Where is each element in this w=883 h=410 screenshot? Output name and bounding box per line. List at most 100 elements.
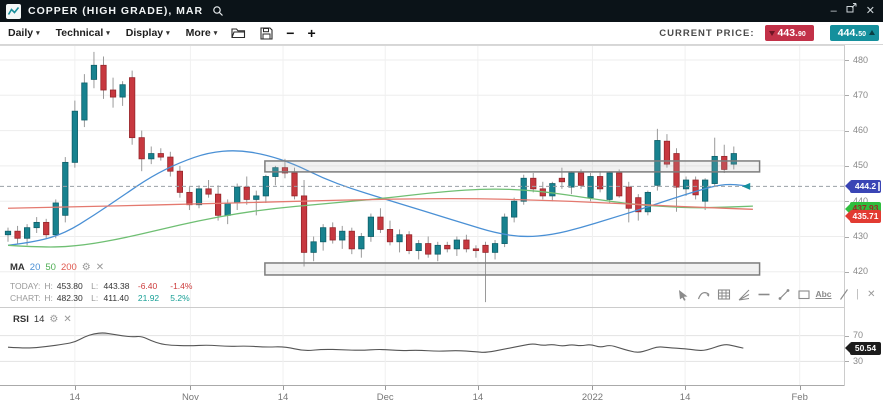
chart-low-value: 411.40: [103, 293, 129, 303]
current-price-label: CURRENT PRICE:: [659, 27, 755, 39]
drawn-rectangle: [264, 160, 761, 173]
ma-close-icon[interactable]: ✕: [95, 262, 105, 273]
trend-line-tool-icon[interactable]: [776, 287, 791, 302]
ma-period-50: 50: [45, 262, 56, 273]
pointer-tool-icon[interactable]: [676, 287, 691, 302]
rectangle-tool-icon[interactable]: [796, 287, 811, 302]
chevron-down-icon: ▾: [106, 30, 110, 37]
tag-accent: [878, 181, 880, 191]
folder-icon: [231, 28, 246, 39]
price-decimals: 50: [858, 31, 866, 38]
search-icon[interactable]: [212, 5, 224, 17]
y-axis-tick: [845, 271, 849, 273]
menu-display-label: Display: [125, 27, 164, 39]
chart-label: CHART:: [10, 293, 41, 303]
restore-button[interactable]: [846, 0, 857, 22]
y-axis-label: 450: [853, 160, 869, 171]
fan-lines-tool-icon[interactable]: [736, 287, 751, 302]
x-axis-tick: [685, 386, 687, 390]
grid-tool-icon[interactable]: [716, 287, 731, 302]
menu-more-label: More: [185, 27, 211, 39]
y-axis-label: 470: [853, 89, 869, 100]
drawing-toolbar-close-icon[interactable]: ✕: [867, 288, 876, 300]
arrow-up-icon: [869, 30, 875, 35]
x-axis-tick: [190, 386, 192, 390]
rsi-settings-gear-icon[interactable]: ⚙: [49, 314, 59, 325]
ask-price-value: 444.50: [837, 27, 866, 39]
title-bar: COPPER (HIGH GRADE), MAR – ✕: [0, 0, 883, 22]
chevron-down-icon: ▾: [213, 30, 218, 37]
ask-price-badge[interactable]: 444.50: [829, 25, 879, 41]
ma-line-ma-200: [7, 197, 753, 210]
y-axis-tick: [845, 60, 849, 61]
high-label: H:: [44, 293, 53, 303]
ma-period-20: 20: [29, 262, 41, 273]
time-axis[interactable]: 14 Nov 14 Dec 14 2022 14 Feb: [0, 386, 883, 408]
brush-tool-icon[interactable]: [696, 287, 711, 302]
x-axis-label: Feb: [791, 392, 808, 403]
rsi-axis-tick: [845, 361, 849, 363]
toolbar-separator: |: [856, 288, 859, 300]
price-axis[interactable]: 480 470 460 450 440 430 420 70 30 444.2 437.93 435.…: [845, 45, 883, 386]
chart-canvas[interactable]: [0, 45, 845, 386]
rsi-value-tag: 50.54: [845, 341, 881, 355]
stats-legend: TODAY: H: 453.80 L: 443.38 -6.40 -1.4% C…: [10, 280, 200, 304]
horizontal-line-tool-icon[interactable]: [756, 287, 771, 302]
window-title: COPPER (HIGH GRADE), MAR: [28, 5, 204, 17]
x-axis-label: 14: [472, 392, 484, 403]
x-axis-label: Nov: [181, 392, 199, 403]
drawn-rectangle: [264, 262, 761, 276]
chart-change-percent: 5.2%: [170, 293, 190, 303]
x-axis-tick: [592, 386, 594, 390]
x-axis-tick: [74, 386, 76, 390]
chart-change-value: 21.92: [137, 293, 160, 303]
menu-display[interactable]: Display ▾: [126, 27, 170, 39]
ma-legend: MA 20 50 200 ⚙ ✕: [10, 262, 104, 273]
menu-technical[interactable]: Technical ▾: [56, 27, 110, 39]
y-axis-label: 420: [853, 266, 869, 277]
drawing-toolbar: Abc | ✕: [676, 286, 879, 302]
ma-settings-gear-icon[interactable]: ⚙: [81, 262, 91, 273]
rsi-label: RSI: [13, 314, 29, 325]
rsi-axis-label: 70: [853, 330, 864, 341]
open-file-button[interactable]: [231, 27, 246, 39]
bid-price-badge[interactable]: 443.90: [764, 25, 814, 41]
save-button[interactable]: [260, 26, 273, 40]
close-button[interactable]: ✕: [865, 5, 875, 17]
y-axis-tick: [845, 130, 849, 132]
price-tag: 444.2: [845, 179, 881, 193]
low-label: L:: [91, 281, 99, 291]
zoom-in-button[interactable]: +: [307, 25, 316, 41]
x-axis-label: 14: [277, 392, 289, 403]
bid-price-value: 443.90: [777, 27, 806, 39]
ray-tool-icon[interactable]: [836, 287, 851, 302]
minimize-button[interactable]: –: [830, 5, 837, 17]
x-axis-label: Dec: [376, 392, 394, 403]
rsi-axis-tick: [845, 335, 849, 337]
chart-high-value: 482.30: [56, 293, 83, 303]
y-axis-label: 480: [853, 54, 869, 65]
today-stats-row: TODAY: H: 453.80 L: 443.38 -6.40 -1.4%: [10, 280, 200, 292]
zoom-out-button[interactable]: −: [286, 25, 295, 41]
today-low-value: 443.38: [103, 281, 130, 291]
y-axis-label: 460: [853, 125, 869, 136]
y-axis-label: 430: [853, 231, 869, 241]
rsi-close-icon[interactable]: ✕: [63, 314, 72, 325]
menu-daily[interactable]: Daily ▾: [8, 27, 40, 39]
high-label: H:: [44, 281, 53, 291]
x-axis-label: 14: [69, 392, 81, 403]
last-price-marker: [742, 182, 751, 190]
ma-period-200: 200: [60, 262, 77, 273]
price-tag: 435.71: [845, 209, 881, 223]
menu-more[interactable]: More ▾: [186, 27, 218, 39]
text-tool[interactable]: Abc: [815, 289, 832, 299]
app-logo-icon: [6, 3, 21, 19]
y-axis-tick: [845, 165, 849, 167]
today-change-value: -6.40: [137, 281, 158, 291]
chevron-down-icon: ▾: [166, 30, 170, 37]
today-high-value: 453.80: [56, 281, 83, 291]
y-axis-label: 440: [853, 195, 869, 206]
rsi-axis-label: 30: [853, 355, 864, 366]
x-axis-label: 14: [679, 392, 691, 403]
